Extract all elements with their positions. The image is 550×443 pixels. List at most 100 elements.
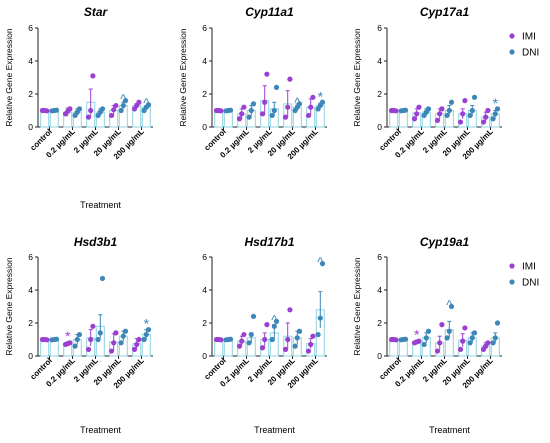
data-point bbox=[467, 112, 473, 119]
y-tick-label: 0 bbox=[202, 122, 207, 132]
y-tick-label: 4 bbox=[377, 285, 382, 295]
data-point bbox=[90, 323, 96, 329]
data-point bbox=[264, 71, 270, 77]
data-point bbox=[434, 348, 441, 354]
data-point bbox=[218, 108, 224, 114]
y-axis-label: Relative Gene Expression bbox=[352, 257, 362, 356]
data-point bbox=[122, 328, 129, 334]
data-point bbox=[305, 348, 312, 354]
y-axis-label: Relative Gene Expression bbox=[4, 257, 14, 356]
y-tick-label: 0 bbox=[202, 351, 207, 361]
legend-label-dni: DNI bbox=[522, 278, 539, 289]
data-point bbox=[494, 106, 501, 112]
data-point bbox=[308, 341, 314, 348]
data-point bbox=[269, 336, 275, 343]
data-point bbox=[85, 346, 92, 352]
y-tick-label: 4 bbox=[202, 56, 207, 66]
data-point bbox=[296, 101, 303, 107]
y-tick-label: 2 bbox=[202, 89, 207, 99]
data-point bbox=[315, 331, 321, 338]
data-point bbox=[248, 107, 254, 114]
chart-title: Hsd3b1 bbox=[74, 235, 118, 249]
x-axis-label: Treatment bbox=[80, 200, 121, 210]
data-point bbox=[145, 102, 152, 108]
data-point bbox=[471, 94, 478, 100]
data-point bbox=[250, 313, 257, 319]
data-point bbox=[136, 99, 142, 105]
data-point bbox=[74, 336, 80, 343]
data-point bbox=[227, 107, 234, 113]
chart-title: Star bbox=[84, 5, 109, 19]
data-point bbox=[294, 335, 300, 341]
data-point bbox=[122, 98, 129, 104]
data-point bbox=[485, 340, 491, 346]
data-point bbox=[310, 94, 316, 100]
data-point bbox=[425, 106, 432, 112]
data-point bbox=[434, 117, 441, 123]
data-point bbox=[53, 107, 60, 113]
y-tick-label: 4 bbox=[202, 285, 207, 295]
x-axis-label: Treatment bbox=[429, 425, 470, 435]
data-point bbox=[469, 107, 475, 114]
data-point bbox=[439, 322, 445, 328]
data-point bbox=[296, 328, 303, 334]
data-point bbox=[241, 104, 247, 110]
significance-marker: ^ bbox=[294, 95, 301, 110]
data-point bbox=[310, 333, 316, 339]
data-point bbox=[457, 119, 464, 125]
data-point bbox=[264, 322, 270, 328]
y-tick-label: 2 bbox=[377, 89, 382, 99]
data-point bbox=[218, 337, 224, 343]
y-tick-label: 2 bbox=[202, 318, 207, 328]
data-point bbox=[111, 107, 117, 113]
data-point bbox=[44, 337, 50, 343]
y-tick-label: 0 bbox=[377, 122, 382, 132]
data-point bbox=[262, 99, 268, 105]
data-point bbox=[236, 343, 243, 349]
y-tick-label: 4 bbox=[377, 56, 382, 66]
significance-marker: * bbox=[318, 88, 324, 104]
data-point bbox=[99, 275, 106, 282]
data-point bbox=[108, 348, 115, 354]
data-point bbox=[248, 331, 254, 338]
y-tick-label: 2 bbox=[377, 318, 382, 328]
x-axis-label: Treatment bbox=[254, 425, 295, 435]
data-point bbox=[467, 340, 473, 346]
data-point bbox=[134, 341, 140, 348]
data-point bbox=[469, 335, 475, 341]
y-tick-label: 0 bbox=[28, 122, 33, 132]
data-point bbox=[145, 327, 152, 333]
significance-marker: ^ bbox=[317, 255, 324, 270]
data-point bbox=[317, 315, 323, 321]
data-point bbox=[113, 102, 119, 109]
data-point bbox=[118, 107, 124, 114]
data-point bbox=[236, 116, 243, 122]
data-point bbox=[460, 338, 466, 344]
data-point bbox=[285, 104, 291, 110]
significance-marker: ^ bbox=[271, 312, 278, 327]
data-point bbox=[448, 303, 455, 310]
data-point bbox=[287, 76, 293, 82]
data-point bbox=[411, 116, 418, 122]
data-point bbox=[460, 111, 466, 117]
data-point bbox=[282, 346, 289, 352]
significance-marker: ^ bbox=[143, 96, 150, 111]
significance-marker: ^ bbox=[120, 92, 127, 107]
data-point bbox=[131, 346, 138, 352]
legend-label-imi: IMI bbox=[522, 262, 536, 273]
data-point bbox=[439, 106, 445, 112]
significance-marker: ^ bbox=[446, 298, 453, 313]
data-point bbox=[88, 107, 94, 114]
data-point bbox=[305, 112, 312, 119]
data-point bbox=[88, 336, 94, 343]
chart-title: Cyp19a1 bbox=[420, 235, 470, 249]
data-point bbox=[308, 104, 314, 110]
data-point bbox=[285, 336, 291, 343]
significance-marker: * bbox=[493, 95, 499, 111]
data-point bbox=[471, 330, 478, 336]
legend-marker-imi bbox=[509, 263, 515, 269]
